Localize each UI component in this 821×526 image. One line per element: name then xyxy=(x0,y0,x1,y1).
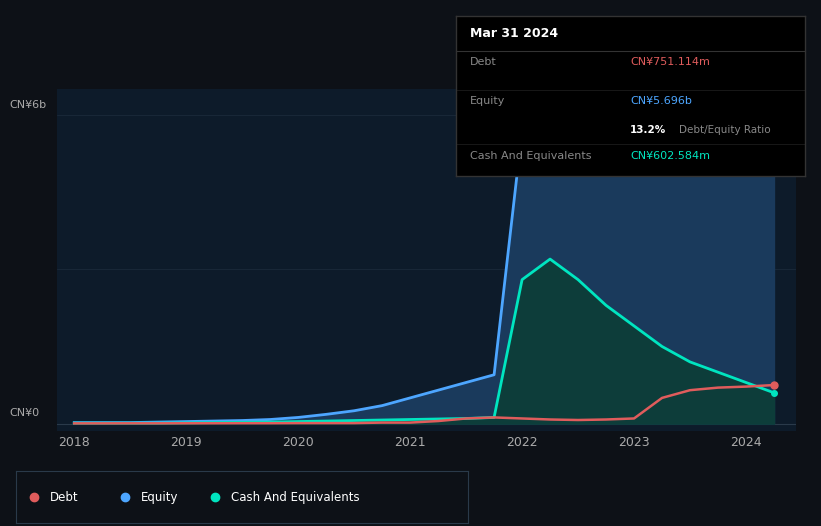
Text: Debt: Debt xyxy=(50,491,79,503)
Text: Equity: Equity xyxy=(140,491,178,503)
Text: CN¥751.114m: CN¥751.114m xyxy=(631,57,710,67)
Text: Cash And Equivalents: Cash And Equivalents xyxy=(470,150,591,160)
Text: Mar 31 2024: Mar 31 2024 xyxy=(470,27,557,40)
Text: 13.2%: 13.2% xyxy=(631,125,667,135)
Text: Debt: Debt xyxy=(470,57,497,67)
Text: Debt/Equity Ratio: Debt/Equity Ratio xyxy=(679,125,771,135)
Text: CN¥602.584m: CN¥602.584m xyxy=(631,150,710,160)
Text: CN¥6b: CN¥6b xyxy=(10,99,47,110)
Text: Equity: Equity xyxy=(470,96,505,106)
Text: CN¥0: CN¥0 xyxy=(10,408,39,418)
Text: CN¥5.696b: CN¥5.696b xyxy=(631,96,692,106)
Text: Cash And Equivalents: Cash And Equivalents xyxy=(231,491,360,503)
